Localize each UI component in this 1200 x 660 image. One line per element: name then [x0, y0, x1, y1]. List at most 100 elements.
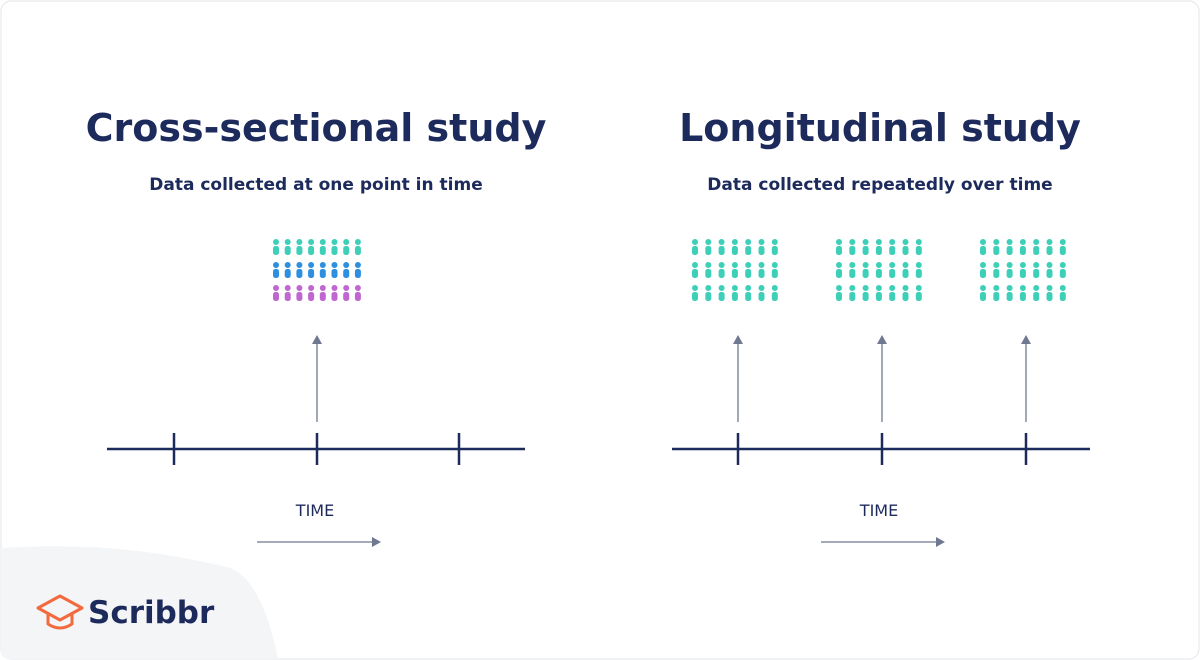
person-icon	[875, 285, 882, 301]
person-icon	[993, 285, 1000, 301]
person-icon	[731, 239, 738, 255]
person-icon	[296, 262, 303, 278]
person-icon	[705, 285, 712, 301]
person-icon	[771, 239, 778, 255]
person-icon	[296, 239, 303, 255]
person-icon	[354, 239, 361, 255]
person-icon	[836, 285, 842, 301]
person-icon	[319, 262, 326, 278]
people-icons	[273, 239, 1066, 301]
person-icon	[343, 239, 350, 255]
person-icon	[745, 285, 752, 301]
person-icon	[745, 262, 752, 278]
person-icon	[980, 285, 986, 301]
person-icon	[705, 262, 712, 278]
person-icon	[718, 262, 725, 278]
person-icon	[319, 285, 326, 301]
axis-label: TIME	[859, 501, 898, 520]
brand-backdrop	[1, 546, 278, 659]
person-icon	[1059, 285, 1066, 301]
person-icon	[731, 285, 738, 301]
person-icon	[993, 239, 1000, 255]
brand-logo	[36, 594, 84, 630]
person-icon	[1019, 239, 1026, 255]
person-icon	[1006, 262, 1013, 278]
person-icon	[319, 239, 326, 255]
person-icon	[758, 239, 765, 255]
person-icon	[771, 285, 778, 301]
person-icon	[758, 262, 765, 278]
person-icon	[1033, 239, 1040, 255]
person-icon	[718, 239, 725, 255]
panel-subtitle: Data collected at one point in time	[149, 175, 482, 195]
person-icon	[692, 239, 698, 255]
timelines	[107, 433, 1090, 465]
brand-name: Scribbr	[88, 595, 215, 631]
person-icon	[1046, 262, 1053, 278]
person-icon	[875, 262, 882, 278]
panel-title: Cross-sectional study	[86, 106, 547, 150]
person-icon	[1019, 262, 1026, 278]
arrows	[257, 335, 1031, 547]
person-icon	[718, 285, 725, 301]
person-icon	[862, 239, 869, 255]
person-icon	[1033, 262, 1040, 278]
person-icon	[836, 239, 842, 255]
person-icon	[849, 239, 856, 255]
person-icon	[836, 262, 842, 278]
person-icon	[889, 285, 896, 301]
person-icon	[915, 262, 922, 278]
person-icon	[308, 239, 315, 255]
person-icon	[889, 239, 896, 255]
person-icon	[1019, 285, 1026, 301]
person-icon	[862, 262, 869, 278]
person-icon	[1046, 285, 1053, 301]
person-icon	[308, 285, 315, 301]
person-icon	[331, 239, 338, 255]
person-icon	[758, 285, 765, 301]
person-icon	[354, 285, 361, 301]
person-icon	[902, 285, 909, 301]
person-icon	[849, 262, 856, 278]
person-icon	[284, 262, 291, 278]
person-icon	[1033, 285, 1040, 301]
panel-title: Longitudinal study	[679, 106, 1081, 150]
person-icon	[745, 239, 752, 255]
person-icon	[343, 285, 350, 301]
person-icon	[862, 285, 869, 301]
person-icon	[993, 262, 1000, 278]
person-icon	[331, 285, 338, 301]
person-icon	[980, 239, 986, 255]
person-icon	[331, 262, 338, 278]
person-icon	[1046, 239, 1053, 255]
person-icon	[1006, 285, 1013, 301]
person-icon	[731, 262, 738, 278]
person-icon	[284, 285, 291, 301]
person-icon	[1006, 239, 1013, 255]
axis-label: TIME	[295, 501, 334, 520]
person-icon	[902, 239, 909, 255]
person-icon	[692, 262, 698, 278]
person-icon	[273, 239, 279, 255]
person-icon	[1059, 239, 1066, 255]
person-icon	[692, 285, 698, 301]
person-icon	[902, 262, 909, 278]
person-icon	[343, 262, 350, 278]
person-icon	[296, 285, 303, 301]
person-icon	[771, 262, 778, 278]
person-icon	[354, 262, 361, 278]
panel-subtitle: Data collected repeatedly over time	[707, 175, 1052, 195]
person-icon	[308, 262, 315, 278]
person-icon	[705, 239, 712, 255]
person-icon	[875, 239, 882, 255]
person-icon	[980, 262, 986, 278]
person-icon	[273, 285, 279, 301]
person-icon	[273, 262, 279, 278]
person-icon	[284, 239, 291, 255]
person-icon	[889, 262, 896, 278]
person-icon	[915, 239, 922, 255]
person-icon	[915, 285, 922, 301]
